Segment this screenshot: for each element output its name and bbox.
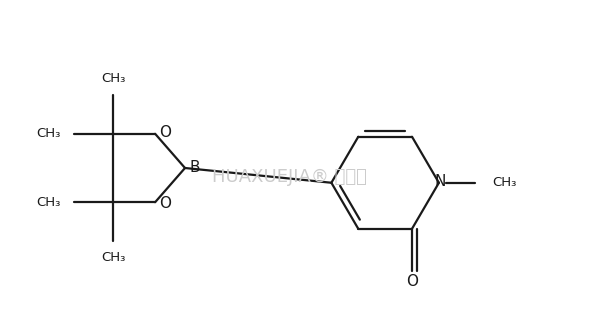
Text: N: N bbox=[434, 174, 446, 189]
Text: CH₃: CH₃ bbox=[36, 127, 61, 140]
Text: CH₃: CH₃ bbox=[493, 176, 517, 189]
Text: HUAXUEJIA® 化学加: HUAXUEJIA® 化学加 bbox=[212, 168, 367, 186]
Text: O: O bbox=[406, 275, 418, 289]
Text: CH₃: CH₃ bbox=[101, 251, 125, 264]
Text: O: O bbox=[159, 125, 171, 140]
Text: O: O bbox=[159, 196, 171, 211]
Text: B: B bbox=[190, 161, 200, 175]
Text: CH₃: CH₃ bbox=[36, 196, 61, 209]
Text: CH₃: CH₃ bbox=[101, 72, 125, 85]
